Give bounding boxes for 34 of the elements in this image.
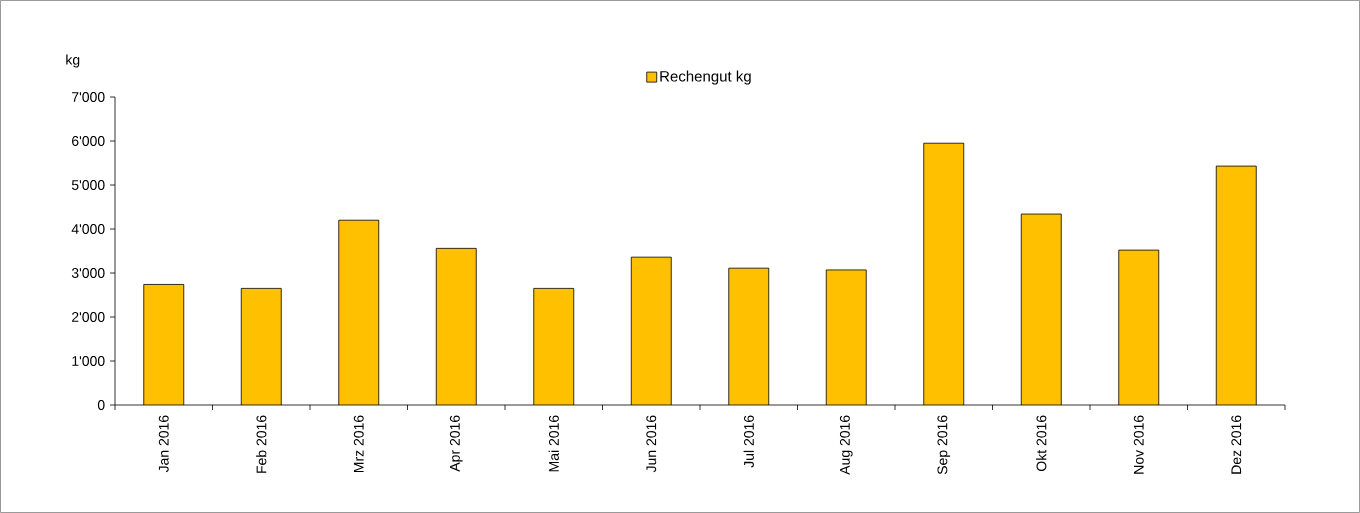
x-tick-label: Sep 2016 bbox=[937, 415, 951, 475]
y-tick-label: 7'000 bbox=[72, 92, 105, 102]
y-tick-label: 4'000 bbox=[71, 224, 105, 234]
bar bbox=[826, 269, 867, 405]
bar bbox=[1215, 165, 1257, 405]
bar bbox=[631, 257, 672, 405]
y-tick-label: 2'000 bbox=[72, 312, 105, 322]
x-tick-label: Jul 2016 bbox=[743, 415, 754, 468]
x-tick-label: Jun 2016 bbox=[646, 415, 657, 473]
bar bbox=[533, 288, 574, 405]
y-tick-label: 5'000 bbox=[71, 180, 105, 190]
x-tick-label: Dez 2016 bbox=[1231, 415, 1242, 474]
x-tick-label: Okt 2016 bbox=[1036, 415, 1047, 472]
y-tick-label: 0 bbox=[97, 400, 105, 410]
y-tick-label: 3'000 bbox=[71, 268, 105, 278]
bar bbox=[923, 143, 964, 405]
bar bbox=[728, 268, 769, 405]
x-tick-label: Feb 2016 bbox=[256, 415, 267, 473]
x-tick-label: Apr 2016 bbox=[449, 415, 463, 472]
x-tick-label: Jan 2016 bbox=[158, 415, 169, 473]
bar bbox=[338, 220, 379, 405]
y-tick-label: 1'000 bbox=[72, 356, 105, 366]
bar bbox=[241, 288, 282, 405]
bar bbox=[1118, 250, 1159, 405]
x-tick-label: Nov 2016 bbox=[1133, 415, 1144, 474]
bar bbox=[436, 248, 477, 405]
x-tick-label: Mrz 2016 bbox=[353, 415, 364, 473]
x-tick-label: Mai 2016 bbox=[548, 415, 559, 472]
x-tick-label: Aug 2016 bbox=[839, 415, 853, 475]
legend-label: Rechengut kg bbox=[660, 70, 751, 85]
y-axis-title: kg bbox=[66, 54, 80, 68]
bar bbox=[143, 284, 184, 405]
y-tick-label: 6'000 bbox=[72, 136, 105, 146]
bar bbox=[1021, 214, 1062, 405]
